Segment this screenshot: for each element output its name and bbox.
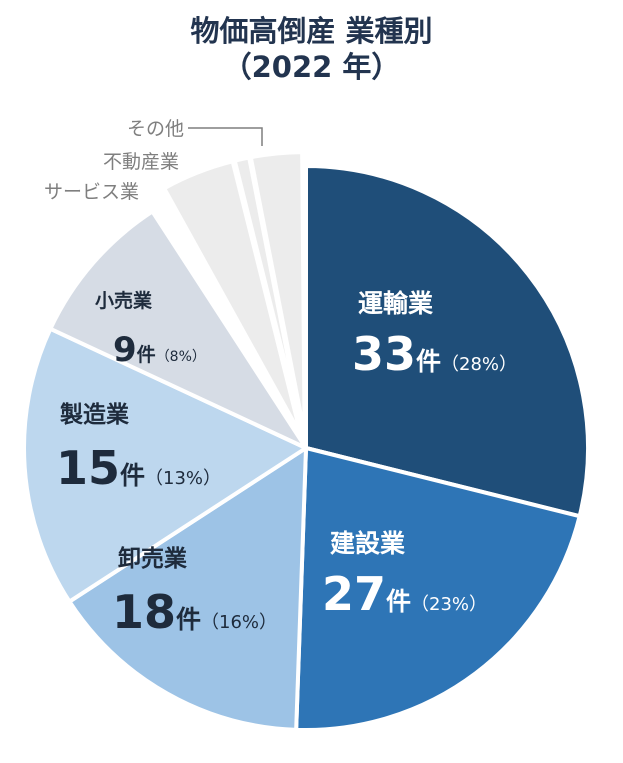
slice-label-value: 33件（28%） <box>352 327 517 381</box>
slice-label-value: 9件（8%） <box>113 330 206 370</box>
slice-label-name: 小売業 <box>95 289 153 312</box>
pie-slice-1 <box>304 164 590 519</box>
chart-subtitle: （2022 年） <box>222 50 401 84</box>
pie-slice-6 <box>162 159 303 437</box>
chart-title: 物価高倒産 業種別 <box>190 14 433 48</box>
pie-slice-8 <box>248 150 307 437</box>
pie-slice-4 <box>22 326 308 604</box>
slice-label-value: 27件（23%） <box>322 567 487 621</box>
slice-label-name: 建設業 <box>330 529 405 558</box>
slice-label-name: 製造業 <box>59 401 130 428</box>
slice-label-value: 18件（16%） <box>112 585 277 639</box>
leader-line <box>188 127 263 146</box>
pie-slice-3 <box>67 446 308 732</box>
slice-label-value: 15件（13%） <box>56 441 221 495</box>
pie-slice-2 <box>294 446 582 732</box>
outside-label: サービス業 <box>44 181 139 203</box>
slice-label-name: 運輸業 <box>358 289 433 318</box>
pie-slice-5 <box>48 209 308 450</box>
outside-label: その他 <box>127 118 184 140</box>
slice-label-name: 卸売業 <box>118 545 188 572</box>
outside-label: 不動産業 <box>103 151 179 173</box>
